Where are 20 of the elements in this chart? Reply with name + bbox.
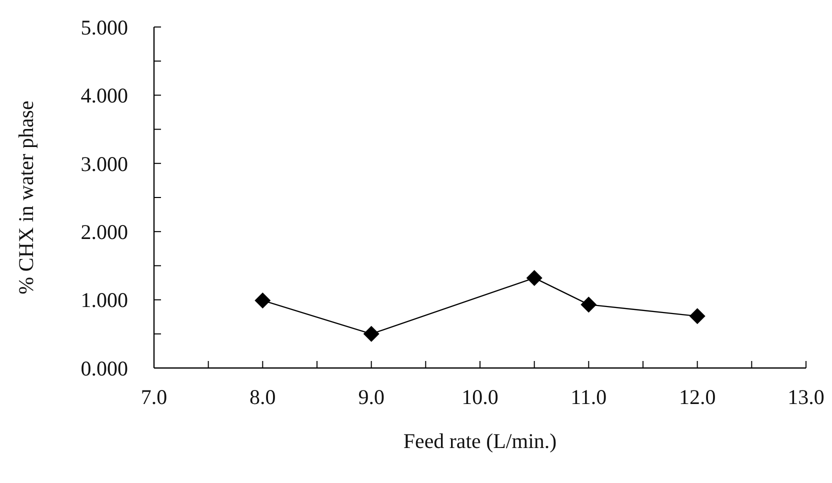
y-tick-label: 3.000 <box>80 152 128 176</box>
point <box>254 292 271 308</box>
x-tick-label: 12.0 <box>678 385 716 409</box>
x-tick-label: 10.0 <box>462 385 498 409</box>
x-tick-label: 9.0 <box>358 385 384 409</box>
y-tick-label: 2.000 <box>80 220 128 244</box>
x-tick-label: 8.0 <box>250 385 276 409</box>
y-tick-label: 4.000 <box>80 84 128 108</box>
x-tick-label: 11.0 <box>570 385 607 409</box>
x-axis-title: Feed rate (L/min.) <box>403 429 557 453</box>
point <box>689 308 706 324</box>
y-axis-title: % CHX in water phase <box>14 100 38 294</box>
y-tick-label: 5.000 <box>80 15 128 40</box>
y-tick-label: 0.000 <box>80 356 128 380</box>
x-tick-label: 7.0 <box>140 385 168 409</box>
point <box>526 270 542 286</box>
point <box>580 296 597 313</box>
x-tick-label: 13.0 <box>788 385 824 409</box>
point <box>363 326 380 342</box>
y-tick-label: 1.000 <box>80 288 128 312</box>
